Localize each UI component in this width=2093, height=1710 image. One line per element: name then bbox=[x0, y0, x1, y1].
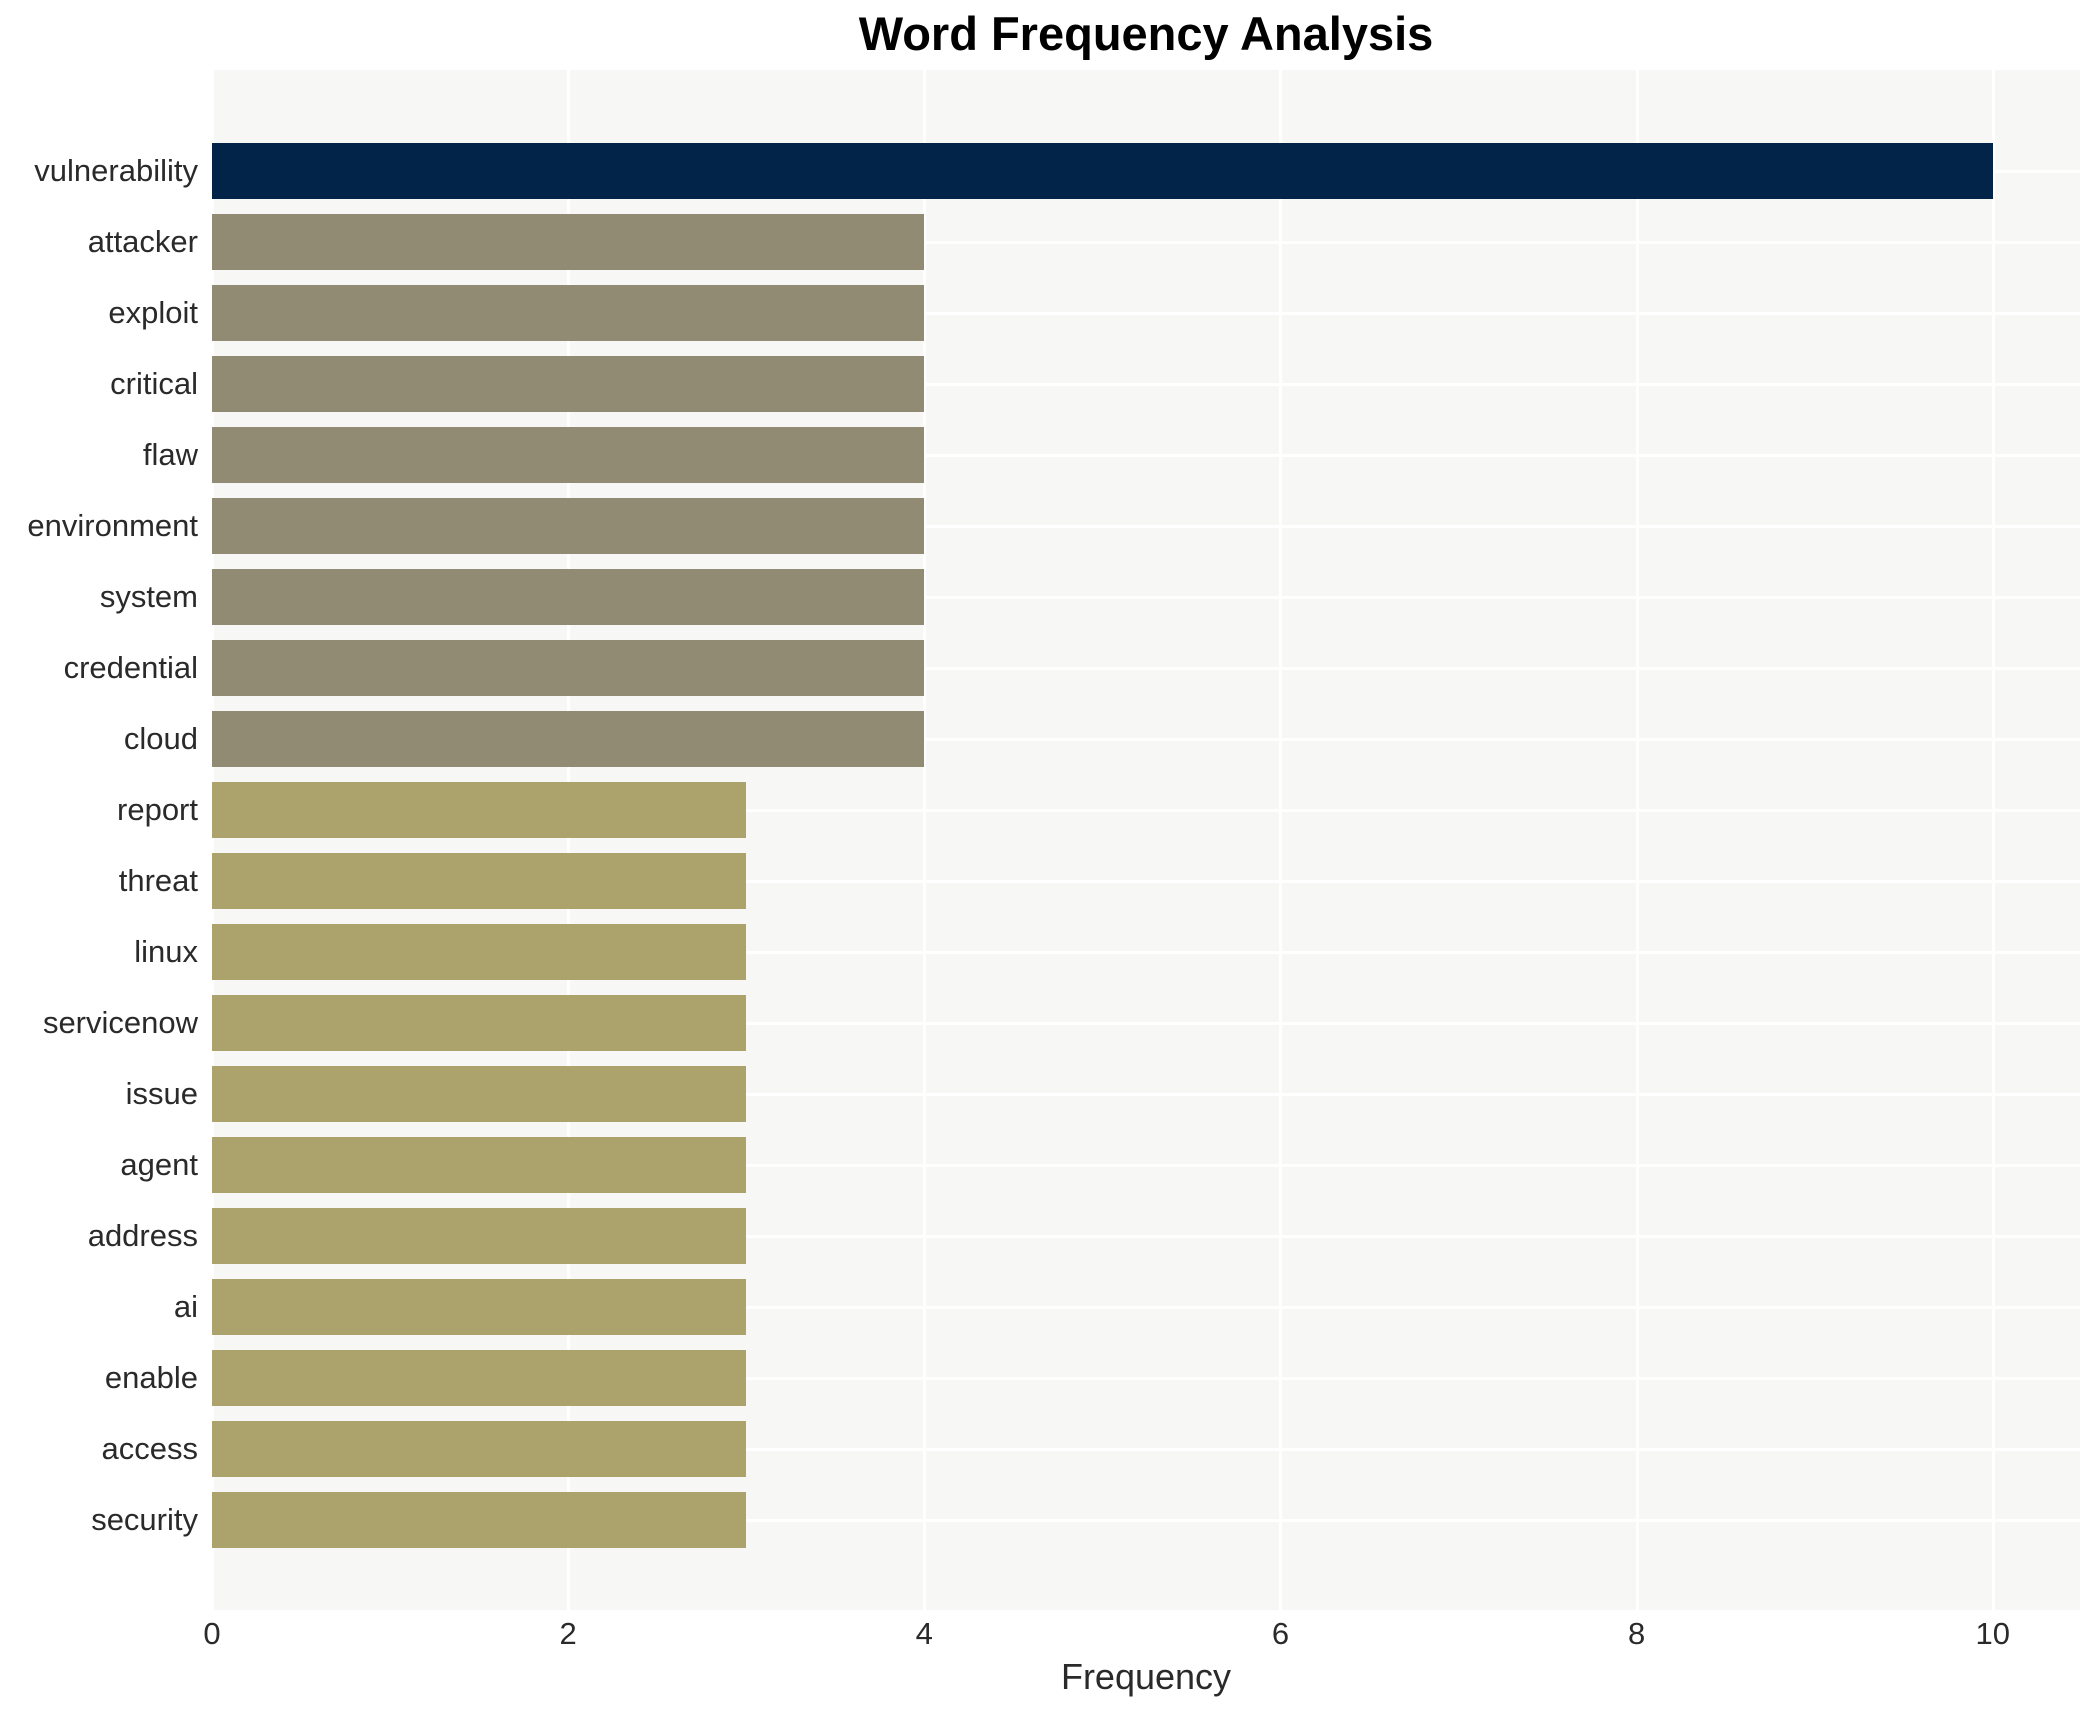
bar-report bbox=[212, 782, 747, 838]
gridline-vertical bbox=[211, 70, 214, 1610]
gridline-horizontal bbox=[212, 1306, 2080, 1309]
gridline-horizontal bbox=[212, 951, 2080, 954]
bar-security bbox=[212, 1492, 747, 1548]
bar-servicenow bbox=[212, 995, 747, 1051]
gridline-horizontal bbox=[212, 312, 2080, 315]
y-tick-label: cloud bbox=[123, 721, 198, 756]
bar-address bbox=[212, 1208, 747, 1264]
x-axis: 0 2 4 6 8 10 bbox=[0, 1616, 2093, 1660]
x-tick-label: 8 bbox=[1627, 1616, 1646, 1651]
gridline-horizontal bbox=[212, 667, 2080, 670]
y-tick-label: access bbox=[101, 1431, 198, 1466]
gridline-horizontal bbox=[212, 383, 2080, 386]
x-tick-label: 2 bbox=[559, 1616, 577, 1651]
y-tick-label: threat bbox=[118, 863, 198, 898]
y-tick-label: critical bbox=[110, 366, 198, 401]
gridline-horizontal bbox=[212, 1448, 2080, 1451]
gridline-vertical bbox=[567, 70, 571, 1610]
x-tick-label: 4 bbox=[915, 1616, 933, 1651]
bar-threat bbox=[212, 853, 747, 909]
y-tick-label: servicenow bbox=[42, 1005, 198, 1040]
gridline-horizontal bbox=[212, 1519, 2080, 1522]
y-tick-label: flaw bbox=[142, 437, 198, 472]
gridline-horizontal bbox=[212, 241, 2080, 244]
y-tick-label: address bbox=[87, 1218, 198, 1253]
bar-enable bbox=[212, 1350, 747, 1406]
gridline-vertical bbox=[923, 70, 927, 1610]
gridline-vertical bbox=[1279, 70, 1283, 1610]
gridline-horizontal bbox=[212, 880, 2080, 883]
bar-ai bbox=[212, 1279, 747, 1335]
bar-credential bbox=[212, 640, 925, 696]
y-tick-label: credential bbox=[63, 650, 198, 685]
bar-critical bbox=[212, 356, 925, 412]
gridline-horizontal bbox=[212, 809, 2080, 812]
x-tick-label: 6 bbox=[1271, 1616, 1290, 1651]
gridline-horizontal bbox=[212, 525, 2080, 528]
y-tick-label: issue bbox=[125, 1076, 198, 1111]
y-tick-label: ai bbox=[173, 1289, 198, 1324]
y-tick-label: agent bbox=[120, 1147, 198, 1182]
y-tick-label: security bbox=[91, 1502, 198, 1537]
bar-issue bbox=[212, 1066, 747, 1122]
y-tick-label: exploit bbox=[108, 295, 198, 330]
bar-system bbox=[212, 569, 925, 625]
bar-attacker bbox=[212, 214, 925, 270]
y-tick-label: enable bbox=[104, 1360, 198, 1395]
bar-agent bbox=[212, 1137, 747, 1193]
y-tick-label: environment bbox=[27, 508, 198, 543]
gridline-horizontal bbox=[212, 454, 2080, 457]
y-tick-label: vulnerability bbox=[34, 153, 198, 188]
bar-flaw bbox=[212, 427, 925, 483]
bar-vulnerability bbox=[212, 143, 1993, 199]
chart-title: Word Frequency Analysis bbox=[858, 7, 1434, 60]
gridline-horizontal bbox=[212, 1093, 2080, 1096]
gridline-vertical bbox=[1991, 70, 1995, 1610]
gridline-horizontal bbox=[212, 596, 2080, 599]
bar-exploit bbox=[212, 285, 925, 341]
y-tick-label: attacker bbox=[87, 224, 198, 259]
gridline-horizontal bbox=[212, 1377, 2080, 1380]
bar-access bbox=[212, 1421, 747, 1477]
x-tick-label: 10 bbox=[1975, 1616, 2010, 1651]
bar-linux bbox=[212, 924, 747, 980]
x-tick-label: 0 bbox=[203, 1616, 221, 1651]
x-axis-label: Frequency bbox=[1060, 1656, 1232, 1697]
gridline-horizontal bbox=[212, 1164, 2080, 1167]
gridline-horizontal bbox=[212, 1235, 2080, 1238]
gridline-vertical bbox=[1635, 70, 1639, 1610]
bar-cloud bbox=[212, 711, 925, 767]
bar-environment bbox=[212, 498, 925, 554]
y-tick-label: report bbox=[117, 792, 198, 827]
gridline-horizontal bbox=[212, 1022, 2080, 1025]
y-axis: vulnerability attacker exploit critical flaw… bbox=[0, 70, 198, 1610]
y-tick-label: system bbox=[99, 579, 198, 614]
y-tick-label: linux bbox=[134, 934, 198, 969]
gridline-horizontal bbox=[212, 738, 2080, 741]
plot-area bbox=[211, 70, 2080, 1610]
